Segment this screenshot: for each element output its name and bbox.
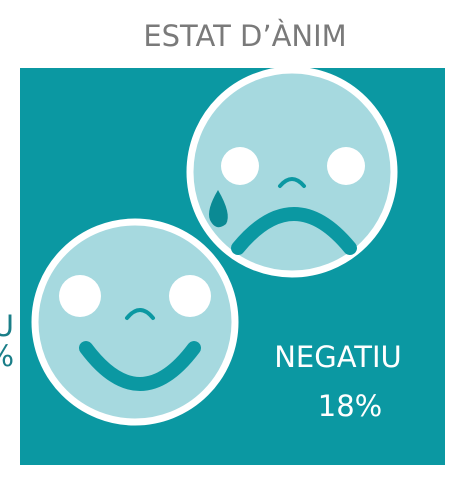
cropped-label: U — [0, 309, 14, 343]
negative-label: NEGATIU — [274, 340, 402, 374]
cropped-value: % — [0, 339, 14, 373]
title: ESTAT D’ÀNIM — [143, 19, 346, 53]
negative-value: 18% — [318, 389, 382, 423]
sad-face — [186, 66, 398, 278]
happy-face — [31, 218, 239, 426]
